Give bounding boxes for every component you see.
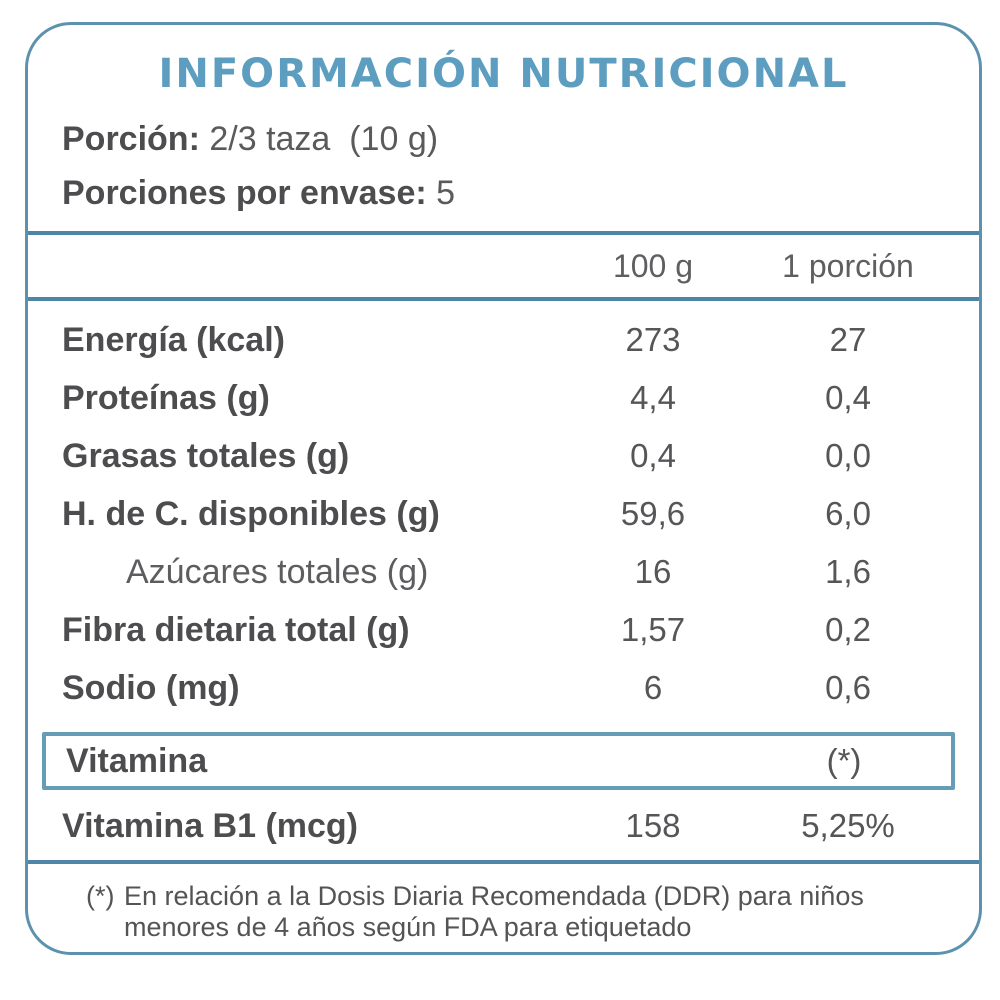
nutrition-label: INFORMACIÓN NUTRICIONAL Porción: 2/3 taz… <box>25 22 982 955</box>
table-row-vitamina-b1: Vitamina B1 (mcg) 158 5,25% <box>28 797 979 855</box>
vitamin-highlight-box: Vitamina (*) <box>42 732 955 790</box>
table-row-azucares: Azúcares totales (g) 16 1,6 <box>28 543 979 601</box>
table-row-vitamina: Vitamina (*) <box>46 736 951 786</box>
value-per-portion: 5,25% <box>801 807 895 844</box>
value-per-portion: 6,0 <box>825 495 871 532</box>
table-row-grasas: Grasas totales (g) 0,4 0,0 <box>28 427 979 485</box>
value-per-100g: 1,57 <box>620 611 686 648</box>
nutrient-name: Fibra dietaria total (g) <box>62 610 410 649</box>
portion-value: 2/3 taza (10 g) <box>209 120 439 158</box>
value-per-portion: (*) <box>826 742 862 779</box>
value-per-100g: 0,4 <box>630 437 676 474</box>
table-row-proteinas: Proteínas (g) 4,4 0,4 <box>28 369 979 427</box>
table-row-fibra: Fibra dietaria total (g) 1,57 0,2 <box>28 601 979 659</box>
nutrient-name: Energía (kcal) <box>62 320 285 359</box>
servings-value: 5 <box>436 174 456 212</box>
value-per-portion: 0,0 <box>825 437 871 474</box>
value-per-portion: 1,6 <box>825 553 871 590</box>
table-header-row: 100 g 1 porción <box>28 235 979 297</box>
nutrient-name: Vitamina <box>66 741 208 780</box>
value-per-100g: 6 <box>643 669 663 706</box>
servings-per-container-line: Porciones por envase: 5 <box>62 169 943 217</box>
servings-label: Porciones por envase: <box>62 174 427 212</box>
header-divider <box>28 297 979 301</box>
column-header-100g: 100 g <box>612 247 694 284</box>
nutrient-rows: Energía (kcal) 273 27 Proteínas (g) 4,4 … <box>28 301 979 717</box>
nutrient-name: Vitamina B1 (mcg) <box>62 806 359 845</box>
serving-info: Porción: 2/3 taza (10 g) Porciones por e… <box>62 115 943 217</box>
footnote-marker: (*) <box>86 881 115 911</box>
value-per-100g: 16 <box>634 553 672 590</box>
value-per-portion: 0,4 <box>825 379 871 416</box>
value-per-portion: 0,2 <box>825 611 871 648</box>
value-per-100g: 59,6 <box>620 495 686 532</box>
value-per-100g: 4,4 <box>630 379 676 416</box>
portion-label: Porción: <box>62 120 200 158</box>
nutrient-name: Proteínas (g) <box>62 378 270 417</box>
table-row-sodio: Sodio (mg) 6 0,6 <box>28 659 979 717</box>
footnote: (*) En relación a la Dosis Diaria Recome… <box>28 864 979 943</box>
table-row-energia: Energía (kcal) 273 27 <box>28 311 979 369</box>
nutrient-name: Sodio (mg) <box>62 668 240 707</box>
nutrient-name: H. de C. disponibles (g) <box>62 494 440 533</box>
value-per-100g: 273 <box>625 321 681 358</box>
portion-line: Porción: 2/3 taza (10 g) <box>62 115 943 163</box>
footnote-line-2: menores de 4 años según FDA para etiquet… <box>124 912 692 942</box>
nutrient-name: Grasas totales (g) <box>62 436 350 475</box>
footer-divider <box>28 860 979 864</box>
nutrient-name: Azúcares totales (g) <box>126 552 429 591</box>
value-per-portion: 0,6 <box>825 669 871 706</box>
top-divider <box>28 231 979 235</box>
value-per-portion: 27 <box>829 321 867 358</box>
label-title: INFORMACIÓN NUTRICIONAL <box>158 51 849 97</box>
value-per-100g: 158 <box>625 807 681 844</box>
table-row-carbohidratos: H. de C. disponibles (g) 59,6 6,0 <box>28 485 979 543</box>
footnote-line-1: En relación a la Dosis Diaria Recomendad… <box>124 881 864 911</box>
column-header-portion: 1 porción <box>782 247 914 284</box>
footnote-text: En relación a la Dosis Diaria Recomendad… <box>124 881 939 943</box>
